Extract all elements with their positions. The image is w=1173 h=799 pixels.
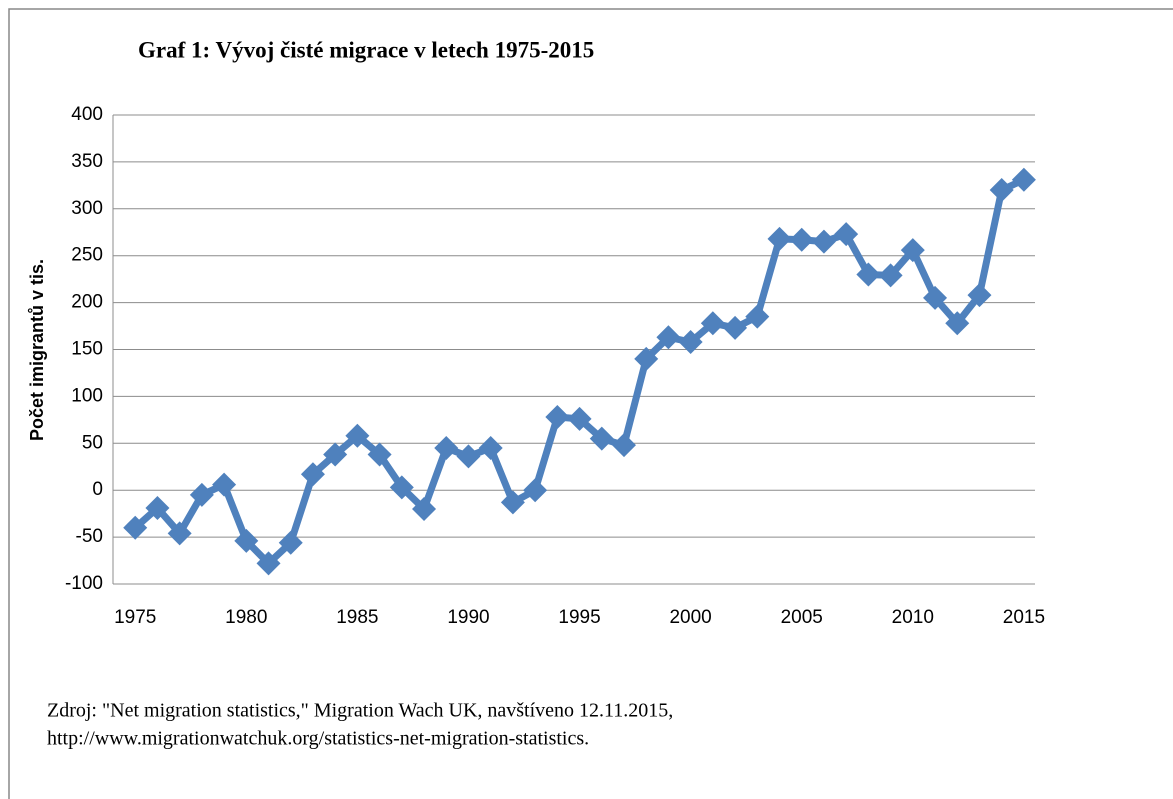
data-point [811, 229, 836, 254]
data-point [678, 329, 703, 354]
data-point [300, 462, 325, 487]
data-point [856, 262, 881, 287]
y-tick-label: -50 [76, 526, 103, 547]
data-point [389, 475, 414, 500]
data-point [412, 496, 437, 521]
y-tick-label: 100 [71, 385, 103, 406]
data-point [611, 433, 636, 458]
data-point [456, 444, 481, 469]
y-tick-label: 0 [92, 479, 103, 500]
data-point [789, 227, 814, 252]
data-point [967, 283, 992, 308]
data-point [145, 496, 170, 521]
data-point [500, 490, 525, 515]
data-point [723, 315, 748, 340]
data-point [634, 346, 659, 371]
data-point [167, 521, 192, 546]
source-line: Zdroj: "Net migration statistics," Migra… [47, 700, 673, 722]
data-point [989, 178, 1014, 203]
data-point [478, 435, 503, 460]
data-point [945, 311, 970, 336]
y-tick-label: 150 [71, 339, 103, 360]
data-point [212, 472, 237, 497]
data-point [700, 311, 725, 336]
x-tick-label: 2010 [892, 607, 934, 628]
data-point [367, 442, 392, 467]
x-tick-label: 1980 [225, 607, 267, 628]
data-point [923, 285, 948, 310]
data-point [323, 442, 348, 467]
y-axis-label: Počet imigrantů v tis. [27, 259, 47, 441]
y-tick-label: 200 [71, 292, 103, 313]
data-point [656, 325, 681, 350]
x-tick-label: 2015 [1003, 607, 1045, 628]
data-point [256, 551, 281, 576]
data-point [189, 482, 214, 507]
data-point [278, 530, 303, 555]
x-tick-label: 1985 [336, 607, 378, 628]
chart-title: Graf 1: Vývoj čisté migrace v letech 197… [138, 37, 594, 62]
source-line: http://www.migrationwatchuk.org/statisti… [47, 728, 589, 750]
data-point [589, 426, 614, 451]
frame [8, 8, 1173, 799]
data-point [900, 238, 925, 263]
y-tick-label: 50 [82, 432, 103, 453]
data-point [345, 423, 370, 448]
data-point [434, 435, 459, 460]
data-point [745, 304, 770, 329]
x-tick-label: 2000 [669, 607, 711, 628]
data-point [767, 226, 792, 251]
data-line [132, 176, 1026, 567]
x-tick-label: 1995 [558, 607, 600, 628]
x-tick-label: 1975 [114, 607, 156, 628]
data-point [567, 406, 592, 431]
y-tick-label: 300 [71, 198, 103, 219]
data-point [834, 222, 859, 247]
data-point [1011, 167, 1036, 192]
x-tick-label: 1990 [447, 607, 489, 628]
y-tick-label: 250 [71, 245, 103, 266]
y-tick-label: -100 [65, 573, 103, 594]
data-point [123, 515, 148, 540]
y-tick-label: 400 [71, 104, 103, 125]
data-point [234, 528, 259, 553]
x-tick-label: 2005 [781, 607, 823, 628]
data-point [523, 478, 548, 503]
data-point [878, 263, 903, 288]
data-point [545, 405, 570, 430]
y-tick-label: 350 [71, 151, 103, 172]
